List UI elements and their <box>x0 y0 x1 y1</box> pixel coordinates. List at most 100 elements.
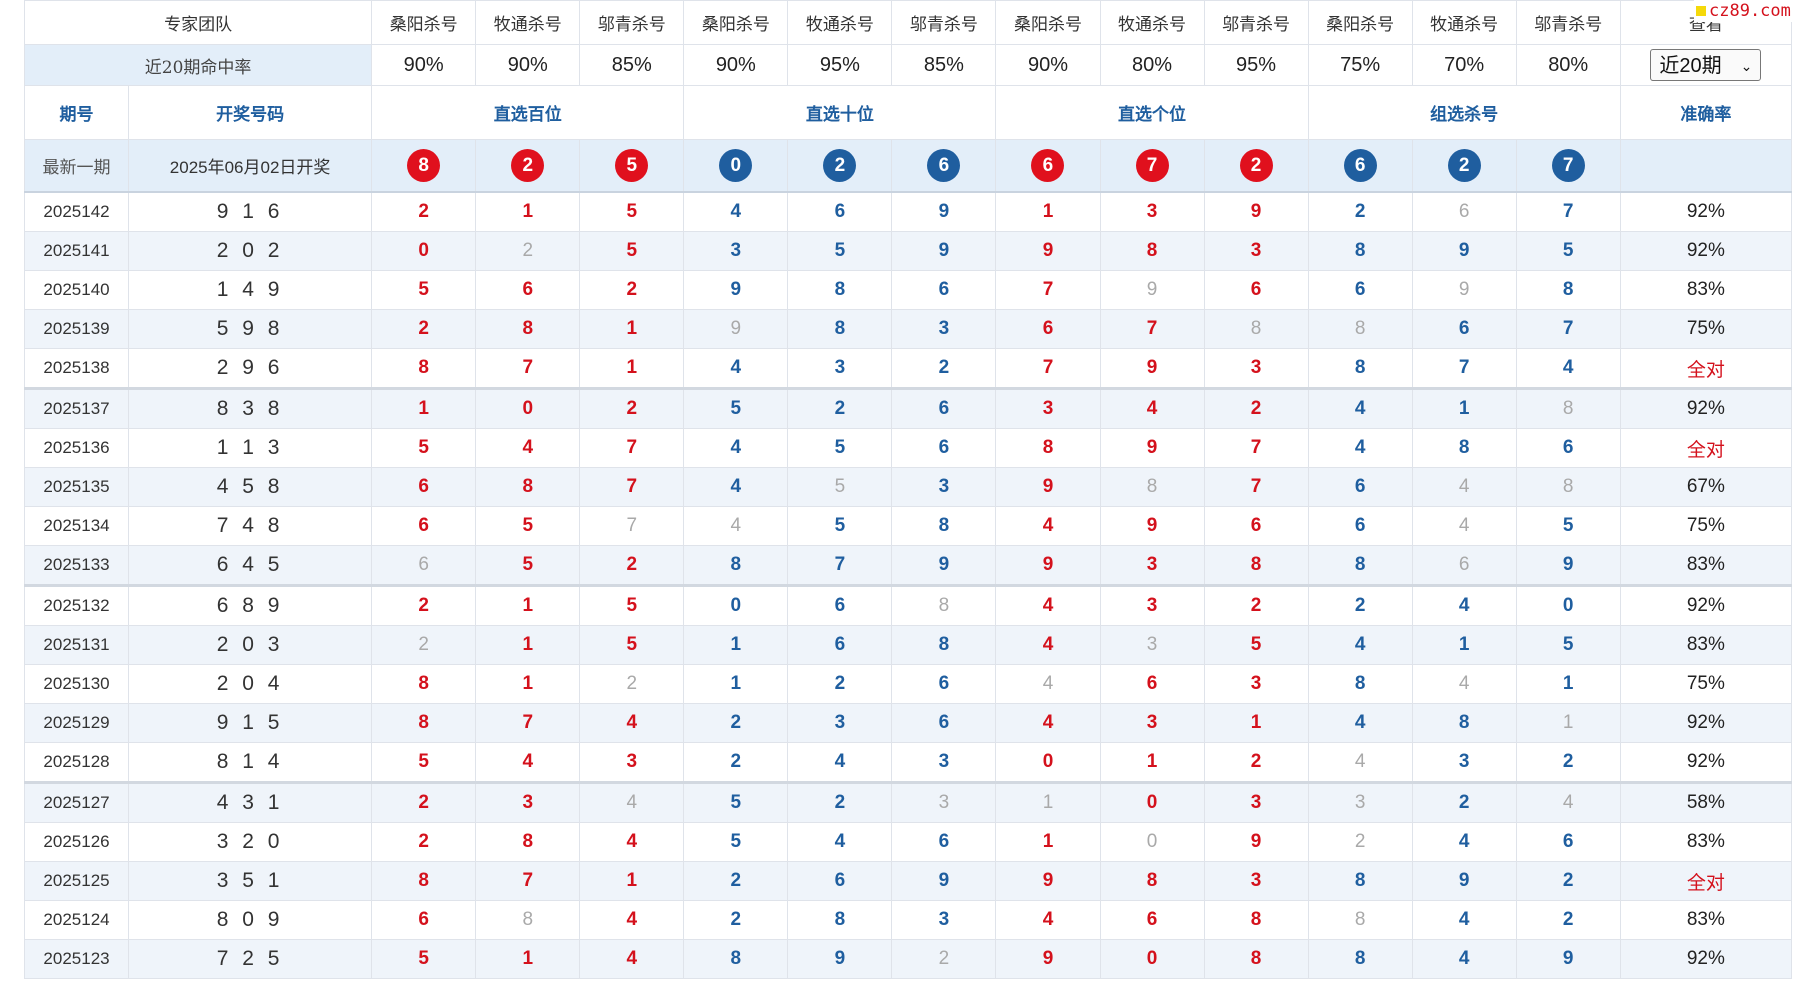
kill-number: 0 <box>1515 584 1621 626</box>
draw-numbers: 4 5 8 <box>128 467 373 507</box>
accuracy-value: 75% <box>1619 506 1793 546</box>
kill-number: 3 <box>891 467 997 507</box>
kill-number: 4 <box>995 625 1101 665</box>
kill-number: 9 <box>891 191 997 232</box>
kill-number: 8 <box>1307 664 1413 704</box>
table-row: 2025136 1 1 3 5 4 7 4 5 6 8 9 7 4 8 6 全对 <box>23 428 1793 468</box>
kill-number: 1 <box>995 781 1101 823</box>
accuracy-value: 83% <box>1619 270 1793 310</box>
hit-rate-value: 85% <box>891 44 997 86</box>
latest-date: 2025年06月02日开奖 <box>128 139 373 193</box>
kill-number: 5 <box>371 939 477 979</box>
kill-number: 9 <box>1099 270 1205 310</box>
kill-number: 5 <box>787 506 893 546</box>
kill-number: 4 <box>1411 664 1517 704</box>
kill-number: 2 <box>683 742 789 783</box>
kill-number: 5 <box>683 387 789 429</box>
kill-number: 1 <box>683 664 789 704</box>
kill-number: 2 <box>371 584 477 626</box>
kill-number: 0 <box>371 231 477 271</box>
kill-number: 8 <box>787 309 893 349</box>
issue-number: 2025125 <box>23 861 130 901</box>
kill-number-table-wrapper: 专家团队 桑阳杀号 牧通杀号 邬青杀号 桑阳杀号 牧通杀号 邬青杀号 桑阳杀号 … <box>23 0 1793 979</box>
kill-number: 2 <box>1515 861 1621 901</box>
kill-number: 9 <box>683 309 789 349</box>
kill-number: 2 <box>787 387 893 429</box>
kill-number: 6 <box>891 703 997 743</box>
hit-rate-value: 70% <box>1411 44 1517 86</box>
accuracy-value: 92% <box>1619 584 1793 626</box>
kill-number: 1 <box>475 939 581 979</box>
kill-number: 4 <box>579 781 685 823</box>
kill-number: 5 <box>371 270 477 310</box>
expert-name: 桑阳杀号 <box>995 0 1101 45</box>
kill-number: 0 <box>995 742 1101 783</box>
table-row: 2025141 2 0 2 0 2 5 3 5 9 9 8 3 8 9 5 92% <box>23 231 1793 271</box>
logo-square-icon <box>1696 6 1706 16</box>
kill-number: 7 <box>475 348 581 389</box>
kill-number: 1 <box>995 822 1101 862</box>
kill-number: 1 <box>995 191 1101 232</box>
kill-number: 1 <box>1515 664 1621 704</box>
kill-number: 8 <box>371 703 477 743</box>
kill-number: 3 <box>475 781 581 823</box>
group-header: 组选杀号 <box>1307 85 1621 140</box>
kill-number: 8 <box>891 506 997 546</box>
issue-number: 2025124 <box>23 900 130 940</box>
kill-number: 3 <box>1411 742 1517 783</box>
kill-number: 9 <box>995 467 1101 507</box>
issue-number: 2025123 <box>23 939 130 979</box>
kill-number: 2 <box>371 191 477 232</box>
kill-number: 8 <box>1203 900 1309 940</box>
kill-number: 4 <box>995 664 1101 704</box>
period-select[interactable]: 近20期 ⌄ <box>1650 49 1762 81</box>
group-header: 直选十位 <box>683 85 997 140</box>
kill-number: 8 <box>475 309 581 349</box>
table-row: 2025131 2 0 3 2 1 5 1 6 8 4 3 5 4 1 5 83% <box>23 625 1793 665</box>
kill-number: 9 <box>1099 348 1205 389</box>
latest-label: 最新一期 <box>23 139 130 193</box>
kill-number: 4 <box>579 900 685 940</box>
kill-ball: 7 <box>1551 149 1585 182</box>
issue-number: 2025129 <box>23 703 130 743</box>
kill-number: 8 <box>787 270 893 310</box>
kill-number: 4 <box>1307 625 1413 665</box>
issue-number: 2025138 <box>23 348 130 389</box>
kill-number: 9 <box>995 939 1101 979</box>
kill-number: 6 <box>1307 270 1413 310</box>
issue-number: 2025136 <box>23 428 130 468</box>
kill-number: 9 <box>995 861 1101 901</box>
kill-number: 3 <box>891 900 997 940</box>
kill-number: 4 <box>579 822 685 862</box>
kill-number: 8 <box>1099 467 1205 507</box>
kill-number: 3 <box>1203 781 1309 823</box>
kill-number: 4 <box>1411 584 1517 626</box>
kill-number: 9 <box>1411 861 1517 901</box>
table-row: 2025129 9 1 5 8 7 4 2 3 6 4 3 1 4 8 1 92% <box>23 703 1793 743</box>
kill-number: 4 <box>475 742 581 783</box>
kill-number: 9 <box>995 231 1101 271</box>
expert-name: 邬青杀号 <box>891 0 997 45</box>
kill-number: 5 <box>683 822 789 862</box>
kill-number: 6 <box>1515 428 1621 468</box>
kill-number: 7 <box>995 270 1101 310</box>
kill-number: 2 <box>787 664 893 704</box>
kill-number: 0 <box>1099 939 1205 979</box>
issue-column-header: 期号 <box>23 85 130 140</box>
kill-number: 2 <box>579 387 685 429</box>
kill-number: 8 <box>371 861 477 901</box>
table-row: 2025134 7 4 8 6 5 7 4 5 8 4 9 6 6 4 5 75% <box>23 506 1793 546</box>
kill-number: 8 <box>683 545 789 586</box>
table-row: 2025142 9 1 6 2 1 5 4 6 9 1 3 9 2 6 7 92% <box>23 191 1793 232</box>
kill-number: 0 <box>1099 822 1205 862</box>
table-row: 2025126 3 2 0 2 8 4 5 4 6 1 0 9 2 4 6 83% <box>23 822 1793 862</box>
table-row: 2025137 8 3 8 1 0 2 5 2 6 3 4 2 4 1 8 92% <box>23 387 1793 429</box>
column-header-row: 期号 开奖号码 直选百位 直选十位 直选个位 组选杀号 准确率 <box>23 85 1793 140</box>
kill-number: 2 <box>371 822 477 862</box>
table-row: 2025140 1 4 9 5 6 2 9 8 6 7 9 6 6 9 8 83% <box>23 270 1793 310</box>
kill-number: 6 <box>891 387 997 429</box>
kill-number: 7 <box>475 703 581 743</box>
kill-number: 2 <box>475 231 581 271</box>
draw-numbers: 8 1 4 <box>128 742 373 783</box>
kill-number: 5 <box>371 428 477 468</box>
